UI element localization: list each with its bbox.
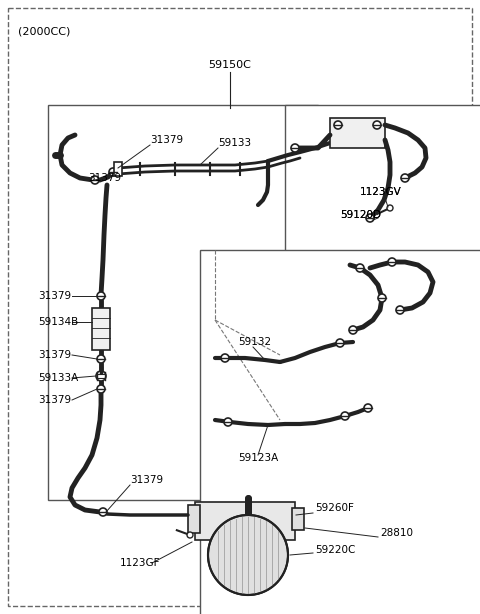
Text: 1123GV: 1123GV [360,187,402,197]
Text: (2000CC): (2000CC) [18,26,71,36]
Circle shape [356,264,364,272]
Circle shape [208,515,288,595]
Text: 59134B: 59134B [38,317,78,327]
Bar [188,505,200,533]
Text: 59120D: 59120D [340,210,381,220]
Circle shape [221,354,229,362]
Circle shape [401,174,409,182]
Bar [114,162,122,176]
Text: 59120D: 59120D [340,210,381,220]
Text: 59123A: 59123A [238,453,278,463]
Circle shape [387,205,393,211]
Bar [195,502,295,540]
Circle shape [291,144,299,152]
Circle shape [334,121,342,129]
Circle shape [99,508,107,516]
Circle shape [109,168,117,176]
Text: 1123GV: 1123GV [360,187,402,197]
Circle shape [396,306,404,314]
Bar [200,250,480,614]
Text: 1123GF: 1123GF [120,558,160,568]
Text: 59150C: 59150C [209,60,252,70]
Circle shape [366,214,374,222]
Circle shape [224,418,232,426]
Circle shape [364,404,372,412]
Text: 59133A: 59133A [38,373,78,383]
Bar [285,105,480,355]
Circle shape [97,355,105,363]
Circle shape [388,258,396,266]
Text: 59220C: 59220C [315,545,355,555]
Text: 31379: 31379 [38,350,71,360]
Circle shape [378,294,386,302]
Text: 31379: 31379 [38,395,71,405]
Text: 59133: 59133 [218,138,251,148]
Text: 59260F: 59260F [315,503,354,513]
Circle shape [336,339,344,347]
Text: 28810: 28810 [380,528,413,538]
Circle shape [96,371,106,381]
Circle shape [373,121,381,129]
Circle shape [97,292,105,300]
Circle shape [187,532,193,538]
Text: 59132: 59132 [238,337,271,347]
Text: 31379: 31379 [88,173,121,183]
Bar [292,508,304,530]
Circle shape [97,385,105,393]
Text: 31379: 31379 [130,475,163,485]
Text: 31379: 31379 [38,291,71,301]
Circle shape [349,326,357,334]
Circle shape [341,412,349,420]
Bar [330,118,385,148]
Circle shape [91,176,99,184]
Bar [92,308,110,350]
Text: 31379: 31379 [150,135,183,145]
Bar [48,105,318,500]
